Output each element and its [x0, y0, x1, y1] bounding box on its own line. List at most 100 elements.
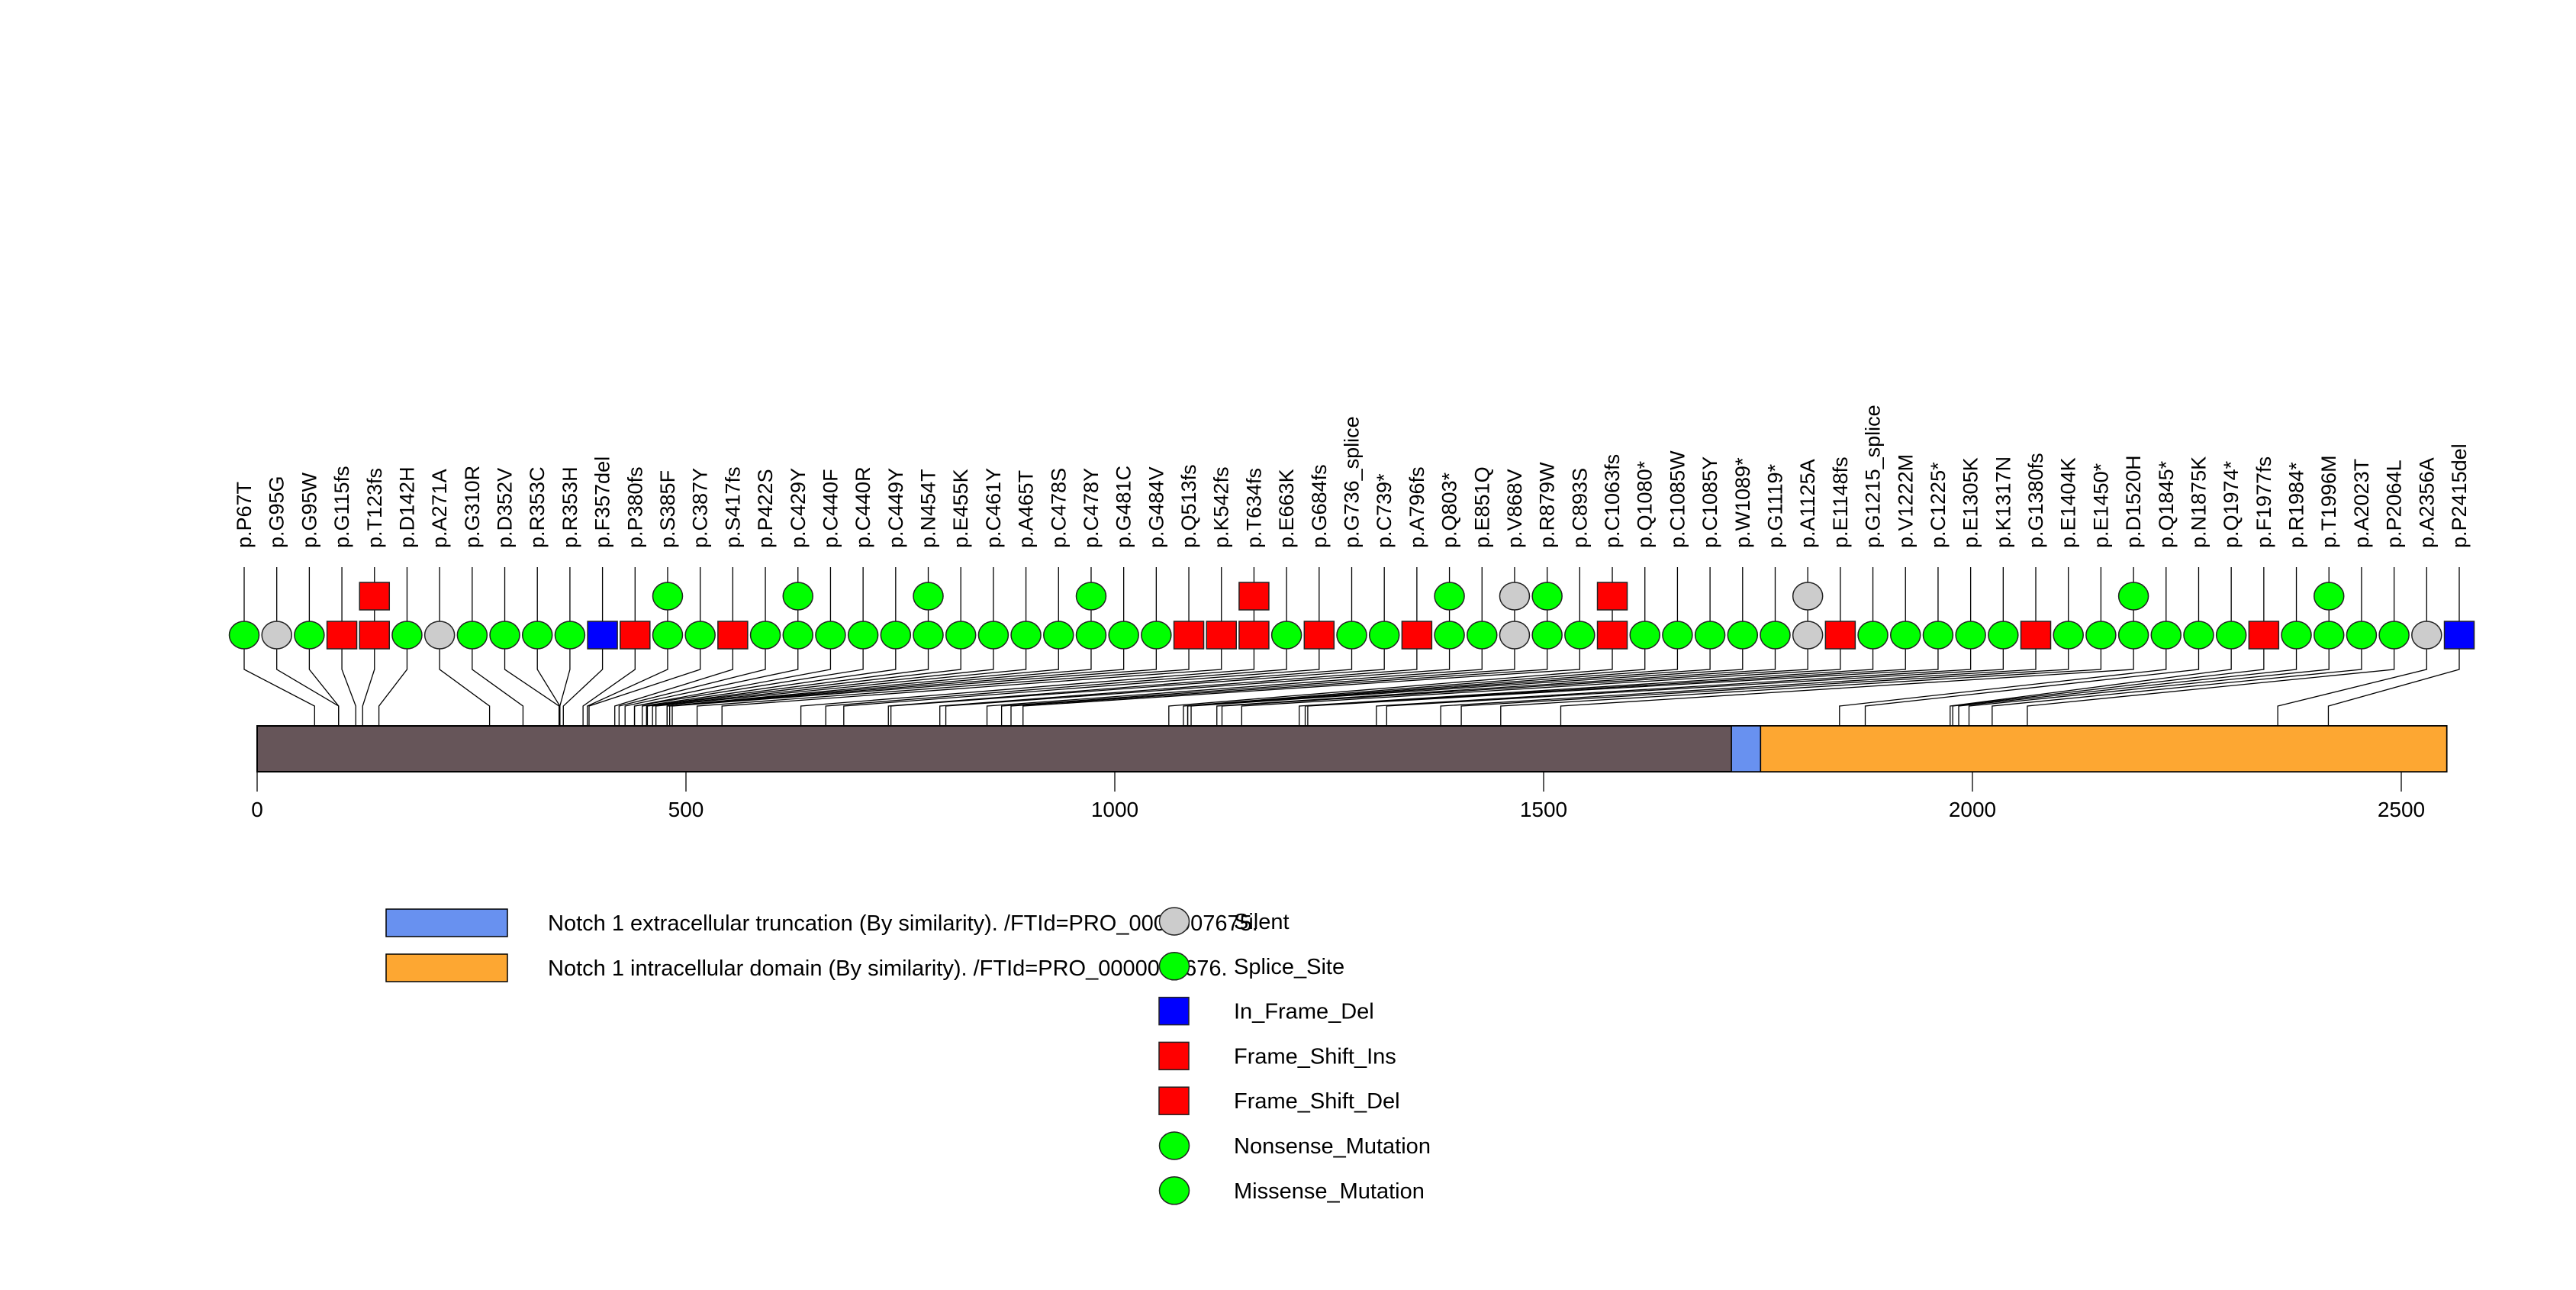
mutation-label: p.G95W	[298, 472, 320, 548]
mutation-marker-square	[1238, 582, 1270, 611]
mutation-marker-circle	[1531, 621, 1563, 650]
mutation-label: p.C440F	[819, 469, 842, 548]
mutation-marker-circle	[652, 582, 684, 611]
mutation-label: p.P380fs	[623, 466, 646, 548]
mutation-marker-circle	[1434, 582, 1465, 611]
mutation-label: p.F357del	[591, 456, 614, 548]
domain-legend-label: Notch 1 extracellular truncation (By sim…	[548, 911, 1258, 936]
mutation-marker-circle	[2053, 621, 2084, 650]
mutation-marker-circle	[1531, 582, 1563, 611]
mutation-marker-circle	[1727, 621, 1759, 650]
mutation-label: p.C478Y	[1080, 468, 1103, 548]
mutation-marker-circle	[847, 621, 879, 650]
mutation-label: p.C440R	[852, 466, 874, 548]
mutation-marker-circle	[684, 621, 716, 650]
mutation-marker-circle	[228, 621, 260, 650]
mutation-label: p.E1148fs	[1829, 456, 1852, 548]
legend-circle-icon	[1158, 1176, 1190, 1205]
mutation-marker-circle	[1368, 621, 1400, 650]
mutation-label: p.C461Y	[982, 468, 1005, 548]
mutation-label: p.Q1974*	[2220, 460, 2243, 548]
mutation-label: p.K542fs	[1210, 466, 1233, 548]
mutation-marker-circle	[2150, 621, 2182, 650]
mutation-label: p.G1119*	[1763, 463, 1786, 548]
mutation-label: p.C1063fs	[1601, 454, 1624, 548]
mutation-marker-circle	[2117, 582, 2149, 611]
mutation-markers	[228, 582, 2475, 650]
mutation-marker-circle	[1792, 621, 1824, 650]
mutation-marker-circle	[1075, 621, 1107, 650]
mutation-label: p.A271A	[428, 469, 451, 548]
mutation-label: p.S385F	[656, 470, 679, 548]
mutation-label: p.Q1080*	[1634, 460, 1657, 548]
mutation-label: p.G95G	[266, 476, 288, 548]
mutation-marker-square	[717, 621, 749, 650]
mutation-marker-square	[1596, 621, 1628, 650]
mutation-marker-circle	[1499, 582, 1531, 611]
mutation-marker-circle	[1922, 621, 1954, 650]
mutation-marker-circle	[782, 582, 813, 611]
mutation-marker-circle	[2313, 621, 2345, 650]
mutation-marker-circle	[2411, 621, 2442, 650]
mutation-marker-circle	[2346, 621, 2378, 650]
mutation-marker-circle	[1467, 621, 1498, 650]
legend-circle-icon	[1158, 1131, 1190, 1160]
mutation-marker-square	[359, 582, 391, 611]
mutation-marker-square	[1401, 621, 1433, 650]
mutation-label: p.G115fs	[330, 466, 353, 548]
mutation-label: p.G684fs	[1308, 464, 1331, 548]
mutation-label: p.T1996M	[2317, 455, 2340, 548]
mutation-label: p.R1984*	[2285, 462, 2308, 548]
mutation-type-legend-label: Silent	[1234, 910, 1290, 934]
mutation-marker-square	[2020, 621, 2052, 650]
legend-square-icon	[1158, 1086, 1190, 1115]
domain-legend-label: Notch 1 intracellular domain (By similar…	[548, 956, 1228, 981]
mutation-label: p.E1404K	[2057, 457, 2080, 548]
mutation-label: p.E851Q	[1470, 466, 1493, 548]
mutation-label: p.A465T	[1015, 470, 1038, 548]
mutation-marker-circle	[554, 621, 586, 650]
mutation-label: p.E1305K	[1959, 457, 1982, 548]
mutation-type-legend-label: Frame_Shift_Del	[1234, 1089, 1400, 1114]
mutation-marker-circle	[2313, 582, 2345, 611]
mutation-marker-circle	[423, 621, 456, 650]
mutation-label: p.P422S	[754, 469, 777, 548]
mutation-marker-circle	[1108, 621, 1139, 650]
mutation-type-legend-label: In_Frame_Del	[1234, 1000, 1374, 1024]
mutation-type-legend-label: Frame_Shift_Ins	[1234, 1044, 1396, 1069]
axis-tick-label: 1000	[1091, 798, 1138, 821]
mutation-marker-square	[1238, 621, 1270, 650]
mutation-type-legend-label: Nonsense_Mutation	[1234, 1134, 1431, 1159]
protein-backbone	[256, 725, 2448, 772]
mutation-marker-circle	[2281, 621, 2312, 650]
mutation-marker-circle	[391, 621, 423, 650]
mutation-marker-circle	[2378, 621, 2410, 650]
mutation-label: p.Q803*	[1438, 472, 1461, 548]
mutation-marker-circle	[1629, 621, 1660, 650]
domain-legend: Notch 1 extracellular truncation (By sim…	[385, 908, 1258, 982]
mutation-marker-square	[326, 621, 358, 650]
mutation-marker-square	[1824, 621, 1856, 650]
mutation-marker-circle	[1043, 621, 1074, 650]
mutation-label: p.V1222M	[1894, 454, 1917, 548]
mutation-marker-circle	[880, 621, 912, 650]
mutation-label: p.A2023T	[2350, 459, 2373, 548]
mutation-marker-circle	[2085, 621, 2117, 650]
mutation-marker-circle	[945, 621, 977, 650]
legend-circle-icon	[1158, 952, 1190, 981]
mutation-type-legend-label: Splice_Site	[1234, 955, 1344, 979]
mutation-label: p.T123fs	[363, 468, 386, 548]
legend-square-icon	[1158, 996, 1190, 1026]
mutation-marker-circle	[1010, 621, 1042, 650]
mutation-marker-circle	[1270, 621, 1302, 650]
mutation-label: p.D1520H	[2122, 455, 2145, 548]
mutation-marker-circle	[2117, 621, 2149, 650]
mutation-label: p.G1380fs	[2024, 453, 2047, 548]
mutation-marker-square	[1303, 621, 1335, 650]
axis-tick-label: 0	[251, 798, 263, 821]
mutation-marker-square	[1596, 582, 1628, 611]
mutation-label: p.Q1845*	[2155, 460, 2178, 548]
mutation-label: p.C1085Y	[1699, 456, 1721, 548]
mutation-marker-square	[359, 621, 391, 650]
mutation-marker-circle	[1955, 621, 1986, 650]
